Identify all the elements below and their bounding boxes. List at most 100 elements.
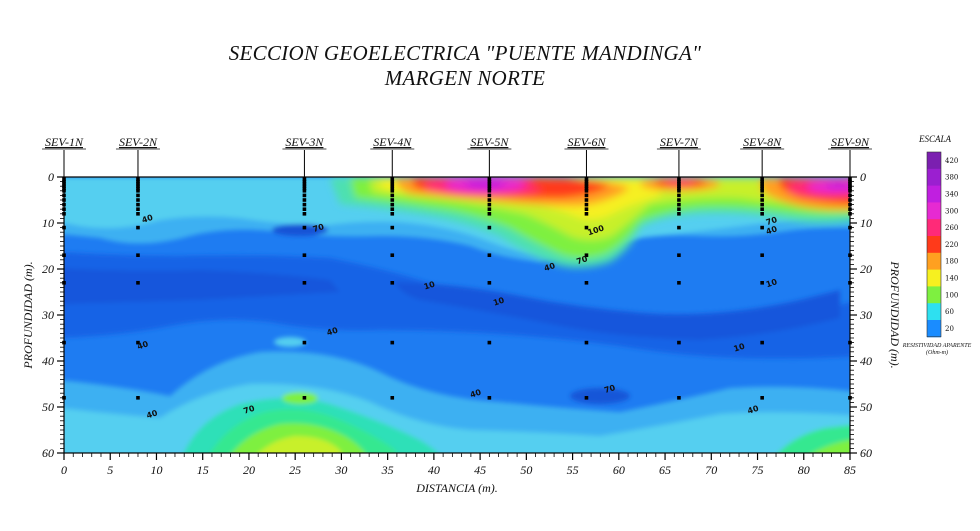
measurement-point [677,177,681,182]
legend-swatch [927,236,941,254]
legend-swatch [927,303,941,321]
measurement-point [677,184,681,188]
measurement-point [760,189,764,193]
y-tick-label: 60 [42,446,54,460]
measurement-point [677,202,681,207]
measurement-point [302,182,307,186]
y-tick-label-right: 30 [859,308,872,322]
legend-level-label: 20 [945,325,954,333]
measurement-point [487,225,492,230]
measurement-point [136,202,140,207]
chart-title: SECCION GEOELECTRICA "PUENTE MANDINGA" [228,41,702,65]
x-tick-label: 5 [107,463,113,477]
measurement-point [760,202,764,207]
sounding-label: SEV-3N [285,135,324,149]
measurement-point [677,182,681,186]
y-tick-label: 30 [41,308,54,322]
contour-label: 10 [492,296,506,308]
measurement-point [487,340,492,345]
measurement-point [302,207,307,211]
measurement-point [584,225,589,230]
measurement-point [302,253,307,257]
measurement-point [584,340,589,345]
x-tick-label: 20 [243,463,255,477]
x-tick-label: 80 [798,463,810,477]
measurement-point [584,253,589,257]
legend-level-label: 100 [945,291,958,299]
measurement-point [848,225,852,230]
x-tick-label: 30 [334,463,347,477]
contour-label: 40 [326,325,340,337]
measurement-point [677,212,681,216]
measurement-point [62,340,66,345]
measurement-point [760,225,764,230]
x-tick-label: 15 [197,463,209,477]
measurement-point [136,182,140,186]
measurement-point [848,207,852,211]
measurement-point [302,189,307,193]
contour-label: 40 [543,261,557,273]
measurement-point [487,186,492,191]
measurement-point [302,212,307,216]
legend-swatch [927,185,941,203]
sounding-label: SEV-4N [373,135,412,149]
measurement-point [136,198,140,202]
y-tick-label-right: 60 [860,446,872,460]
contour-label: 70 [312,222,326,234]
measurement-point [390,340,395,345]
measurement-point [302,177,307,182]
measurement-point [136,179,140,184]
measurement-point [760,193,764,198]
measurement-point [584,184,589,188]
x-tick-label: 35 [381,463,394,477]
x-tick-label: 40 [428,463,440,477]
x-tick-label: 75 [752,463,764,477]
contour-label: 70 [765,215,779,227]
sounding-label: SEV-8N [743,135,782,149]
measurement-point [584,177,589,182]
legend-swatch [927,269,941,287]
y-axis-label-right: PROFUNDIDAD (m). [888,260,902,368]
y-tick-label-right: 20 [860,262,872,276]
contour-label: 70 [242,404,256,416]
measurement-point [760,396,764,400]
measurement-point [62,202,66,207]
x-tick-label: 70 [705,463,717,477]
sounding-label: SEV-7N [660,135,699,149]
measurement-point [136,281,140,285]
y-tick-label-right: 40 [860,354,872,368]
measurement-point [487,253,492,257]
measurement-point [677,396,681,400]
x-tick-label: 85 [844,463,856,477]
legend-caption-units: (Ohm-m) [926,349,948,356]
chart-subtitle: MARGEN NORTE [384,66,546,90]
measurement-point [62,253,66,257]
measurement-point [584,281,589,285]
x-tick-label: 0 [61,463,67,477]
legend-bar-frame [926,151,942,338]
measurement-point [848,193,852,198]
sounding-label: SEV-6N [567,135,606,149]
resistivity-contours [64,177,850,453]
legend-level-label: 380 [945,174,958,182]
legend-swatch [927,286,941,304]
measurement-point [848,182,852,186]
measurement-point [487,189,492,193]
measurement-point [677,179,681,184]
measurement-point [848,184,852,188]
measurement-point [848,281,852,285]
legend-swatch [927,219,941,237]
legend-swatch [927,320,941,338]
measurement-point [390,179,395,184]
measurement-point [390,281,395,285]
measurement-point [302,193,307,198]
measurement-point [677,225,681,230]
measurement-point [62,179,66,184]
measurement-point [584,198,589,202]
measurement-point [62,225,66,230]
measurement-point [390,253,395,257]
measurement-point [302,179,307,184]
x-tick-label: 60 [613,463,625,477]
measurement-point [487,193,492,198]
contour-label: 70 [603,383,617,395]
